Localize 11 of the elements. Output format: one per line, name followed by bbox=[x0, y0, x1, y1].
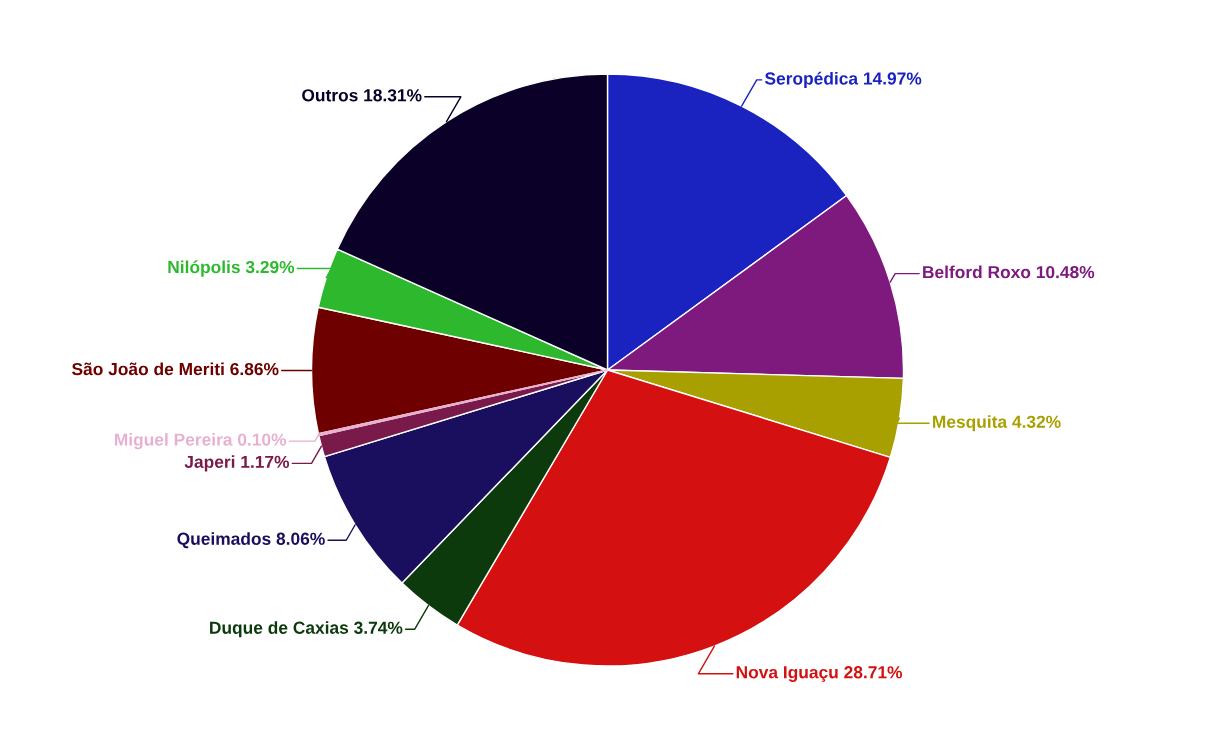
slice-label: Japeri 1.17% bbox=[184, 455, 290, 472]
slice-label: Duque de Caxias 3.74% bbox=[210, 621, 403, 638]
slice-label: Seropédica 14.97% bbox=[764, 71, 922, 89]
slice-label: Belford Roxo 10.48% bbox=[923, 265, 1095, 279]
slice-label: Mesquita 4.32% bbox=[933, 415, 1061, 432]
slice-label: Outros 18.31% bbox=[302, 89, 422, 102]
slice-label: Miguel Pereira 0.10% bbox=[114, 433, 287, 450]
slice-label: Nova Iguaçu 28.71% bbox=[736, 666, 903, 682]
slice-label: São João de Meriti 6.86% bbox=[72, 362, 279, 376]
slice-label: Nilópolis 3.29% bbox=[168, 260, 295, 277]
slice-label: Queimados 8.06% bbox=[177, 532, 325, 549]
